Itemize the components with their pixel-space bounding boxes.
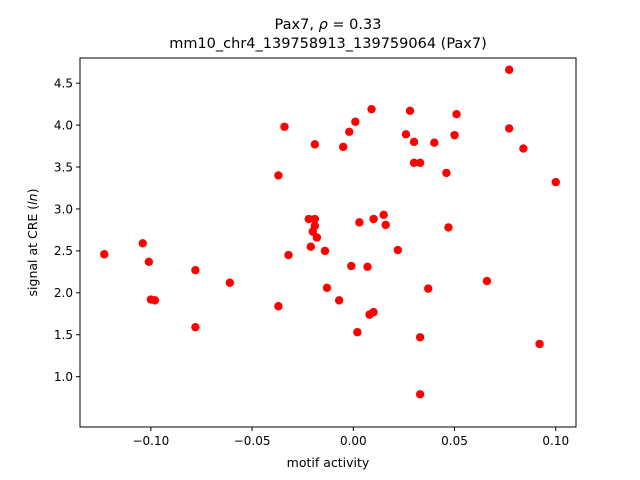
data-point-37 xyxy=(405,106,415,116)
data-point-49 xyxy=(482,276,492,286)
chart-title-line1: Pax7, ρ = 0.33 xyxy=(275,17,382,33)
data-point-36 xyxy=(401,130,411,139)
data-point-33 xyxy=(379,210,388,220)
data-point-42 xyxy=(415,390,425,399)
data-point-23 xyxy=(345,127,354,136)
data-point-12 xyxy=(304,214,313,224)
y-tick-label: 1.0 xyxy=(54,370,73,384)
plot-frame xyxy=(79,57,577,428)
data-point-51 xyxy=(504,124,514,133)
data-point-7 xyxy=(225,278,235,287)
x-tick-label: 0.00 xyxy=(340,434,367,448)
data-point-21 xyxy=(334,296,344,305)
data-point-28 xyxy=(363,262,372,272)
y-axis-label: signal at CRE (ln) xyxy=(25,189,40,297)
data-point-46 xyxy=(444,223,453,232)
data-point-50 xyxy=(504,65,514,74)
x-axis-label: motif activity xyxy=(287,455,370,470)
y-tick-label: 2.0 xyxy=(54,286,73,300)
data-point-25 xyxy=(351,117,360,126)
chart-title-line2: mm10_chr4_139758913_139759064 (Pax7) xyxy=(169,36,487,52)
data-point-20 xyxy=(322,283,332,292)
data-point-48 xyxy=(452,109,461,119)
data-point-9 xyxy=(274,302,283,311)
x-tick-label: 0.10 xyxy=(542,434,569,448)
y-tick-label: 4.0 xyxy=(54,118,73,132)
y-tick-label: 2.5 xyxy=(54,244,73,258)
data-point-19 xyxy=(320,246,330,256)
data-point-54 xyxy=(551,177,560,187)
data-point-24 xyxy=(347,261,356,271)
data-point-31 xyxy=(369,307,378,317)
data-points xyxy=(100,65,560,399)
data-point-8 xyxy=(274,171,283,180)
data-point-2 xyxy=(144,257,154,266)
y-tick-label: 4.5 xyxy=(54,76,73,90)
data-point-0 xyxy=(100,250,109,259)
data-point-18 xyxy=(312,233,322,242)
data-point-39 xyxy=(409,158,419,168)
data-point-53 xyxy=(535,339,544,349)
data-point-44 xyxy=(430,138,439,147)
data-point-34 xyxy=(381,220,390,230)
data-point-35 xyxy=(393,245,403,255)
data-point-43 xyxy=(424,284,433,293)
data-point-32 xyxy=(369,214,378,224)
y-tick-label: 3.0 xyxy=(54,202,73,216)
data-point-22 xyxy=(338,142,348,152)
data-point-11 xyxy=(284,250,293,260)
x-tick-label: 0.05 xyxy=(441,434,468,448)
data-point-41 xyxy=(415,333,425,342)
x-tick-label: −0.10 xyxy=(132,434,169,448)
data-point-47 xyxy=(450,130,459,140)
data-point-38 xyxy=(409,137,419,147)
data-point-13 xyxy=(306,242,315,251)
data-point-30 xyxy=(367,104,376,114)
x-axis-ticks: −0.10 −0.05 0.00 0.05 0.10 xyxy=(132,427,569,448)
data-point-45 xyxy=(442,168,451,178)
y-axis-ticks: 1.0 1.5 2.0 2.5 3.0 3.5 4.0 4.5 xyxy=(54,76,80,384)
data-point-15 xyxy=(310,221,320,230)
data-point-10 xyxy=(280,122,289,131)
data-point-26 xyxy=(353,328,362,337)
x-tick-label: −0.05 xyxy=(234,434,271,448)
data-point-6 xyxy=(191,323,200,332)
y-tick-label: 3.5 xyxy=(54,160,73,174)
data-point-1 xyxy=(138,239,147,248)
data-point-52 xyxy=(519,144,528,153)
data-point-5 xyxy=(191,265,200,275)
data-point-16 xyxy=(310,214,320,224)
data-point-17 xyxy=(310,140,320,149)
data-point-27 xyxy=(355,218,364,227)
y-tick-label: 1.5 xyxy=(54,328,73,342)
data-point-40 xyxy=(415,158,425,168)
data-point-4 xyxy=(150,296,160,305)
